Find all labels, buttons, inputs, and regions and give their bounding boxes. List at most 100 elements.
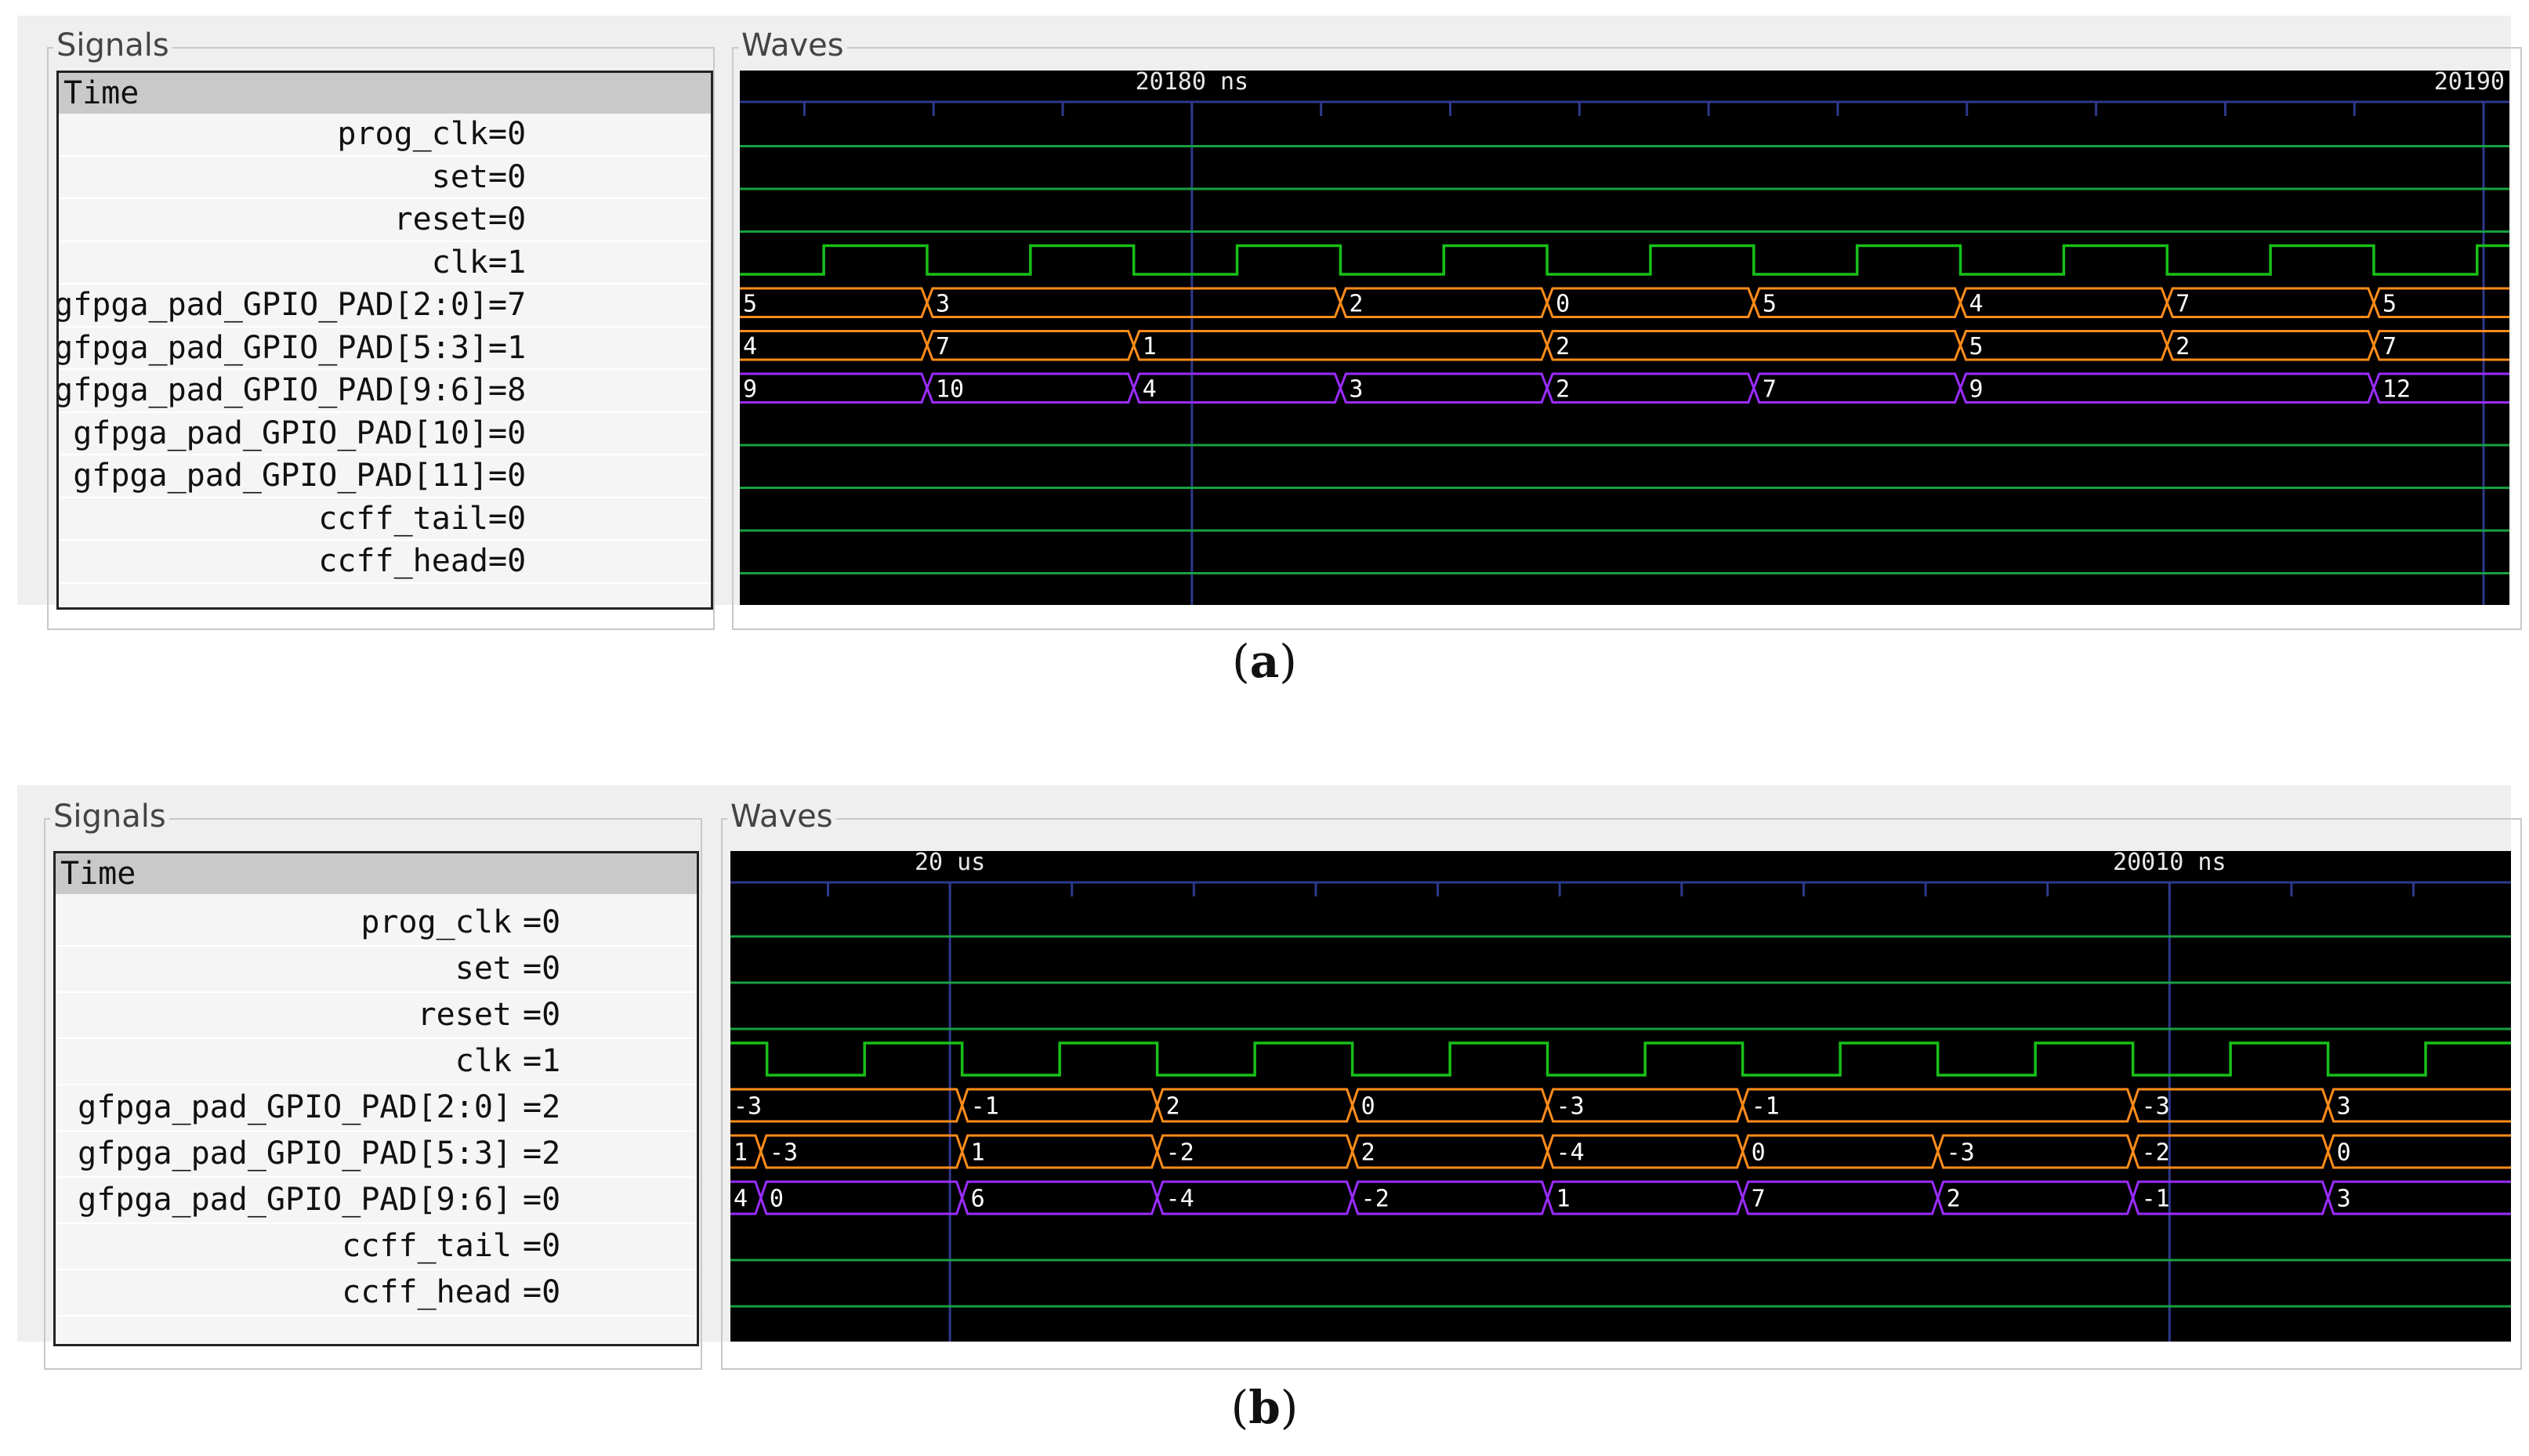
bus-segment: [1752, 287, 1962, 318]
waveform-canvas: 20 us 20010 ns -3 -1 2 0 -3 -1 -3 3 1 -3 1 -2 2 -4 0 -3 -2…: [730, 851, 2511, 1342]
signal-name: reset: [393, 201, 488, 237]
time-header: Time: [56, 853, 697, 894]
signal-row[interactable]: gfpga_pad_GPIO_PAD[5:3] =2: [56, 1132, 697, 1178]
caption-b-letter: b: [1248, 1381, 1281, 1434]
bus-segment: [926, 330, 1136, 361]
caption-a: (a): [1232, 635, 1297, 688]
signal-row[interactable]: gfpga_pad_GPIO_PAD[2:0] =2: [56, 1085, 697, 1132]
bus-value-label: 7: [1752, 1186, 1766, 1213]
signal-row[interactable]: ccff_tail =0: [56, 1224, 697, 1270]
bus-value-label: -4: [1166, 1186, 1194, 1213]
bus-segment: [1546, 1134, 1745, 1169]
signal-value: =0: [523, 904, 561, 940]
signal-row[interactable]: gfpga_pad_GPIO_PAD[9:6] =8: [59, 370, 711, 413]
waves-view[interactable]: 20 us 20010 ns -3 -1 2 0 -3 -1 -3 3 1 -3 1 -2 2 -4 0 -3 -2…: [730, 851, 2511, 1342]
signal-value: =8: [488, 372, 527, 408]
wave-clock: [730, 1041, 2511, 1077]
signal-name: gfpga_pad_GPIO_PAD[11]: [73, 458, 488, 494]
time-marker-label: 20190: [2434, 71, 2505, 96]
bus-segment: [2132, 1088, 2330, 1123]
waves-group-box: [721, 818, 2522, 1370]
signal-value: =0: [488, 415, 527, 451]
bus-segment: [1958, 372, 2375, 404]
signals-list[interactable]: Time prog_clk =0 set =0 reset =0 clk =1 gfpga_pa…: [56, 71, 713, 610]
signal-row[interactable]: prog_clk =0: [59, 114, 711, 157]
bus-segment: [1132, 372, 1342, 404]
signal-row[interactable]: gfpga_pad_GPIO_PAD[2:0] =7: [59, 284, 711, 328]
bus-segment: [1351, 1180, 1549, 1215]
signal-value: =1: [488, 329, 527, 366]
signal-row[interactable]: clk =1: [56, 1039, 697, 1085]
bus-segment: [1752, 372, 1962, 404]
bus-value-label: -3: [770, 1139, 798, 1167]
signal-name: set: [455, 951, 512, 987]
bus-segment: [1156, 1088, 1354, 1123]
signal-row[interactable]: ccff_head =0: [56, 1270, 697, 1317]
bus-value-label: 1: [1556, 1186, 1571, 1213]
signal-row[interactable]: ccff_tail =0: [59, 498, 711, 541]
bus-value-label: 3: [1349, 375, 1363, 403]
bus-value-label: 1: [971, 1139, 985, 1167]
bus-value-label: 4: [734, 1186, 748, 1213]
bus-segment: [1545, 372, 1755, 404]
wave-bus: 5 3 2 0 5 4 7 5: [740, 287, 2509, 318]
wave-bus: 9 10 4 3 2 7 9 12: [740, 372, 2509, 404]
signal-name: gfpga_pad_GPIO_PAD[5:3]: [56, 329, 488, 366]
signals-label: Signals: [50, 799, 169, 834]
bus-value-label: 3: [2337, 1186, 2351, 1213]
signal-value: =0: [523, 1274, 561, 1310]
bus-value-label: 1: [1143, 333, 1157, 360]
signal-value: =1: [488, 244, 527, 281]
signal-row[interactable]: gfpga_pad_GPIO_PAD[9:6] =0: [56, 1178, 697, 1224]
signal-row[interactable]: reset =0: [56, 993, 697, 1039]
signals-group-box: [44, 818, 702, 1370]
bus-value-label: -1: [1752, 1093, 1780, 1121]
signal-row[interactable]: gfpga_pad_GPIO_PAD[11] =0: [59, 455, 711, 498]
bus-segment: [2372, 330, 2509, 361]
bus-value-label: 2: [2176, 333, 2190, 360]
signal-value: =0: [488, 201, 527, 237]
signals-list[interactable]: Time prog_clk =0 set =0 reset =0 clk =1 gfpga_pa…: [53, 851, 699, 1346]
clock-trace: [740, 244, 2509, 276]
waves-view[interactable]: 20180 ns 20190 5 3 2 0 5 4 7 5 4 7 1 2 5 2 7 9 10 4 3 2 7 9 12: [740, 71, 2509, 605]
signal-row[interactable]: set =0: [56, 947, 697, 993]
signal-name: gfpga_pad_GPIO_PAD[2:0]: [78, 1089, 512, 1125]
signal-row[interactable]: gfpga_pad_GPIO_PAD[10] =0: [59, 413, 711, 455]
bus-segment: [961, 1180, 1159, 1215]
bus-value-label: 7: [1763, 375, 1777, 403]
bus-segment: [2165, 287, 2375, 318]
bus-value-label: -3: [1556, 1093, 1585, 1121]
bus-value-label: -3: [2142, 1093, 2170, 1121]
bus-segment: [1545, 330, 1962, 361]
bus-segment: [1351, 1134, 1549, 1169]
signal-row[interactable]: clk =1: [59, 242, 711, 284]
bus-value-label: -3: [734, 1093, 762, 1121]
signal-row[interactable]: prog_clk =0: [56, 900, 697, 947]
signal-row[interactable]: set =0: [59, 157, 711, 199]
bus-segment: [2326, 1088, 2511, 1123]
bus-value-label: -4: [1556, 1139, 1585, 1167]
signal-name: gfpga_pad_GPIO_PAD[9:6]: [78, 1182, 512, 1218]
signal-name: prog_clk: [337, 116, 488, 152]
bus-segment: [1156, 1134, 1354, 1169]
signal-row[interactable]: gfpga_pad_GPIO_PAD[5:3] =1: [56, 328, 711, 370]
bus-value-label: 2: [1361, 1139, 1375, 1167]
signal-row[interactable]: ccff_head =0: [59, 541, 711, 584]
signals-label: Signals: [53, 28, 172, 63]
bus-segment: [2372, 372, 2509, 404]
bus-segment: [1937, 1134, 2135, 1169]
bus-value-label: 3: [936, 290, 950, 317]
bus-value-label: -2: [1361, 1186, 1390, 1213]
signal-value: =0: [488, 158, 527, 195]
bus-value-label: 7: [936, 333, 950, 360]
wave-clock: [740, 244, 2509, 276]
bus-value-label: 2: [1166, 1093, 1180, 1121]
bus-value-label: 2: [1556, 333, 1570, 360]
bus-segment: [759, 1134, 964, 1169]
bus-value-label: -3: [1947, 1139, 1975, 1167]
signal-row[interactable]: reset =0: [59, 199, 711, 242]
bus-value-label: 4: [1969, 290, 1984, 317]
bus-value-label: 12: [2382, 375, 2411, 403]
bus-segment: [1545, 287, 1755, 318]
bus-segment: [2326, 1134, 2511, 1169]
